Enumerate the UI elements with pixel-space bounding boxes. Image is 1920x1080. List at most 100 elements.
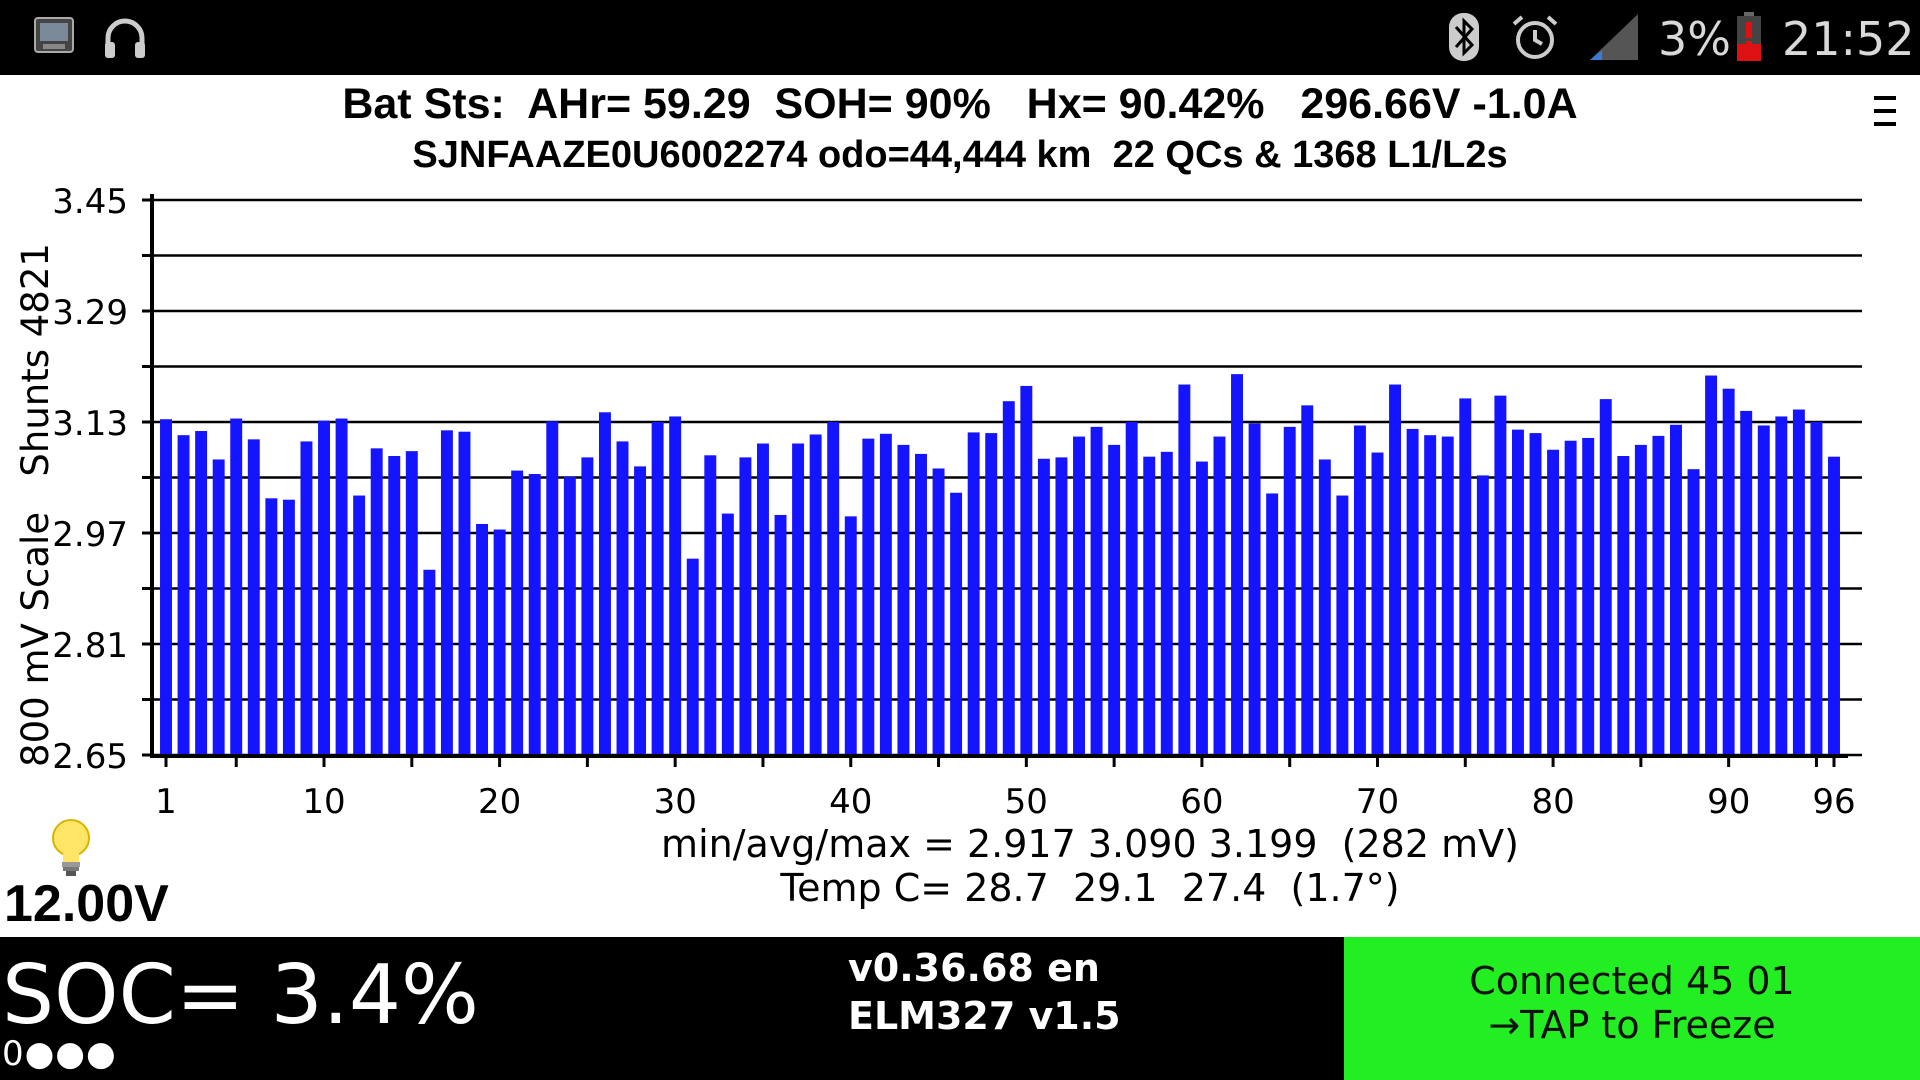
y-tick-label: 2.97 (52, 515, 128, 555)
bar-cell-51 (1037, 458, 1050, 755)
bar-cell-53 (1073, 436, 1085, 755)
bar-cell-29 (651, 422, 664, 755)
bar-cell-59 (1178, 384, 1191, 755)
bar-cell-64 (1266, 493, 1279, 755)
bar-cell-63 (1248, 423, 1261, 755)
bar-cell-66 (1301, 405, 1314, 755)
bar-cell-4 (212, 459, 225, 755)
bar-cell-36 (774, 514, 787, 755)
x-tick-label: 1 (155, 782, 177, 820)
bar-cell-73 (1424, 435, 1437, 755)
bar-cell-8 (282, 499, 295, 755)
bar-cell-31 (686, 558, 699, 755)
bar-cell-33 (721, 513, 734, 755)
bar-cell-48 (985, 433, 998, 755)
bar-cell-37 (792, 443, 805, 755)
bar-cell-17 (440, 430, 453, 755)
headphones-icon (105, 18, 145, 58)
bar-cell-12 (353, 495, 366, 755)
bar-cell-83 (1599, 399, 1612, 755)
connection-status-text: Connected 45 01 (1469, 959, 1795, 1003)
y-tick-label: 2.81 (52, 626, 128, 666)
bar-cell-35 (757, 443, 769, 755)
bluetooth-icon (1449, 13, 1479, 61)
bar-cell-81 (1564, 440, 1577, 755)
bar-cell-22 (528, 474, 541, 755)
bar-cell-38 (809, 434, 822, 755)
bar-cell-80 (1547, 449, 1560, 755)
bar-cell-75 (1459, 398, 1472, 755)
bar-cell-47 (967, 432, 980, 755)
bar-cell-41 (862, 438, 875, 755)
x-tick-label: 80 (1531, 782, 1574, 820)
bar-cell-24 (563, 476, 576, 755)
bar-cell-5 (230, 418, 243, 755)
bar-cell-49 (1002, 401, 1015, 755)
alarm-icon (1512, 15, 1558, 59)
x-tick-label: 96 (1812, 782, 1855, 820)
app-icon[interactable] (33, 14, 75, 58)
bar-cell-72 (1406, 428, 1419, 755)
y-tick-label: 3.13 (52, 404, 128, 444)
bar-cell-19 (476, 523, 489, 755)
clock: 21:52 (1782, 12, 1915, 66)
bar-cell-77 (1494, 395, 1507, 755)
bar-cell-18 (458, 431, 471, 755)
bar-cell-1 (160, 419, 172, 755)
x-tick-labels: 1 10 20 30 40 50 60 70 80 90 96 (155, 782, 1855, 820)
aux-battery-voltage: 12.00V (4, 875, 169, 933)
bar-cell-21 (511, 470, 524, 755)
bar-cell-68 (1336, 495, 1349, 755)
bar-cell-87 (1670, 424, 1682, 755)
signal-icon (1590, 14, 1638, 60)
connection-status-button[interactable]: Connected 45 01 →TAP to Freeze (1344, 937, 1920, 1080)
bar-cell-95 (1810, 422, 1823, 755)
bar-cell-58 (1160, 451, 1173, 755)
bar-cell-92 (1757, 425, 1770, 755)
bar-cell-67 (1318, 459, 1331, 755)
bar-cell-57 (1143, 456, 1156, 755)
bar-cell-2 (177, 435, 190, 755)
bar-cell-91 (1740, 410, 1753, 755)
app-version: v0.36.68 en (848, 946, 1100, 990)
bar-cell-6 (247, 439, 260, 755)
bar-cell-52 (1055, 457, 1068, 755)
bar-cell-61 (1213, 436, 1226, 755)
bar-cell-79 (1529, 433, 1542, 755)
bar-cell-39 (827, 422, 840, 755)
bar-cell-56 (1125, 422, 1138, 755)
bar-cell-71 (1389, 384, 1402, 755)
bar-cell-55 (1108, 444, 1121, 755)
bar-cell-89 (1705, 375, 1718, 755)
battery-low-icon (1737, 12, 1761, 61)
bar-cell-7 (265, 498, 278, 755)
bar-cell-34 (739, 457, 752, 755)
soc-indicator-dots: 0●●● (2, 1034, 117, 1074)
bar-cell-9 (300, 441, 313, 755)
battery-status-line: Bat Sts: AHr= 59.29 SOH= 90% Hx= 90.42% … (342, 80, 1578, 128)
bar-cell-86 (1652, 435, 1665, 755)
bar-cell-16 (423, 569, 436, 755)
bar-cell-30 (669, 416, 682, 755)
bar-cell-88 (1687, 469, 1700, 755)
x-tick-label: 60 (1180, 782, 1223, 820)
cell-voltage-chart: 3.45 3.29 3.13 2.97 2.81 2.65 1 10 20 30 40 50 60 70… (14, 182, 1862, 820)
bar-cell-20 (493, 529, 506, 755)
x-tick-label: 70 (1356, 782, 1399, 820)
bar-cell-25 (581, 457, 594, 755)
x-tick-label: 90 (1707, 782, 1750, 820)
bar-cell-90 (1722, 388, 1735, 755)
bar-cell-44 (915, 453, 927, 755)
x-tick-label: 20 (478, 782, 521, 820)
bar-cell-85 (1634, 444, 1647, 755)
menu-icon[interactable] (1872, 93, 1900, 129)
bar-cell-28 (634, 466, 647, 755)
bar-cell-54 (1090, 426, 1103, 755)
voltage-stats: min/avg/max = 2.917 3.090 3.199 (282 mV) (661, 822, 1519, 866)
bar-cell-27 (616, 441, 629, 755)
bar-cell-82 (1582, 437, 1595, 755)
bar-cell-69 (1353, 425, 1366, 755)
bar-cell-45 (932, 468, 945, 755)
bar-cell-60 (1195, 461, 1208, 755)
lightbulb-icon (52, 819, 90, 876)
